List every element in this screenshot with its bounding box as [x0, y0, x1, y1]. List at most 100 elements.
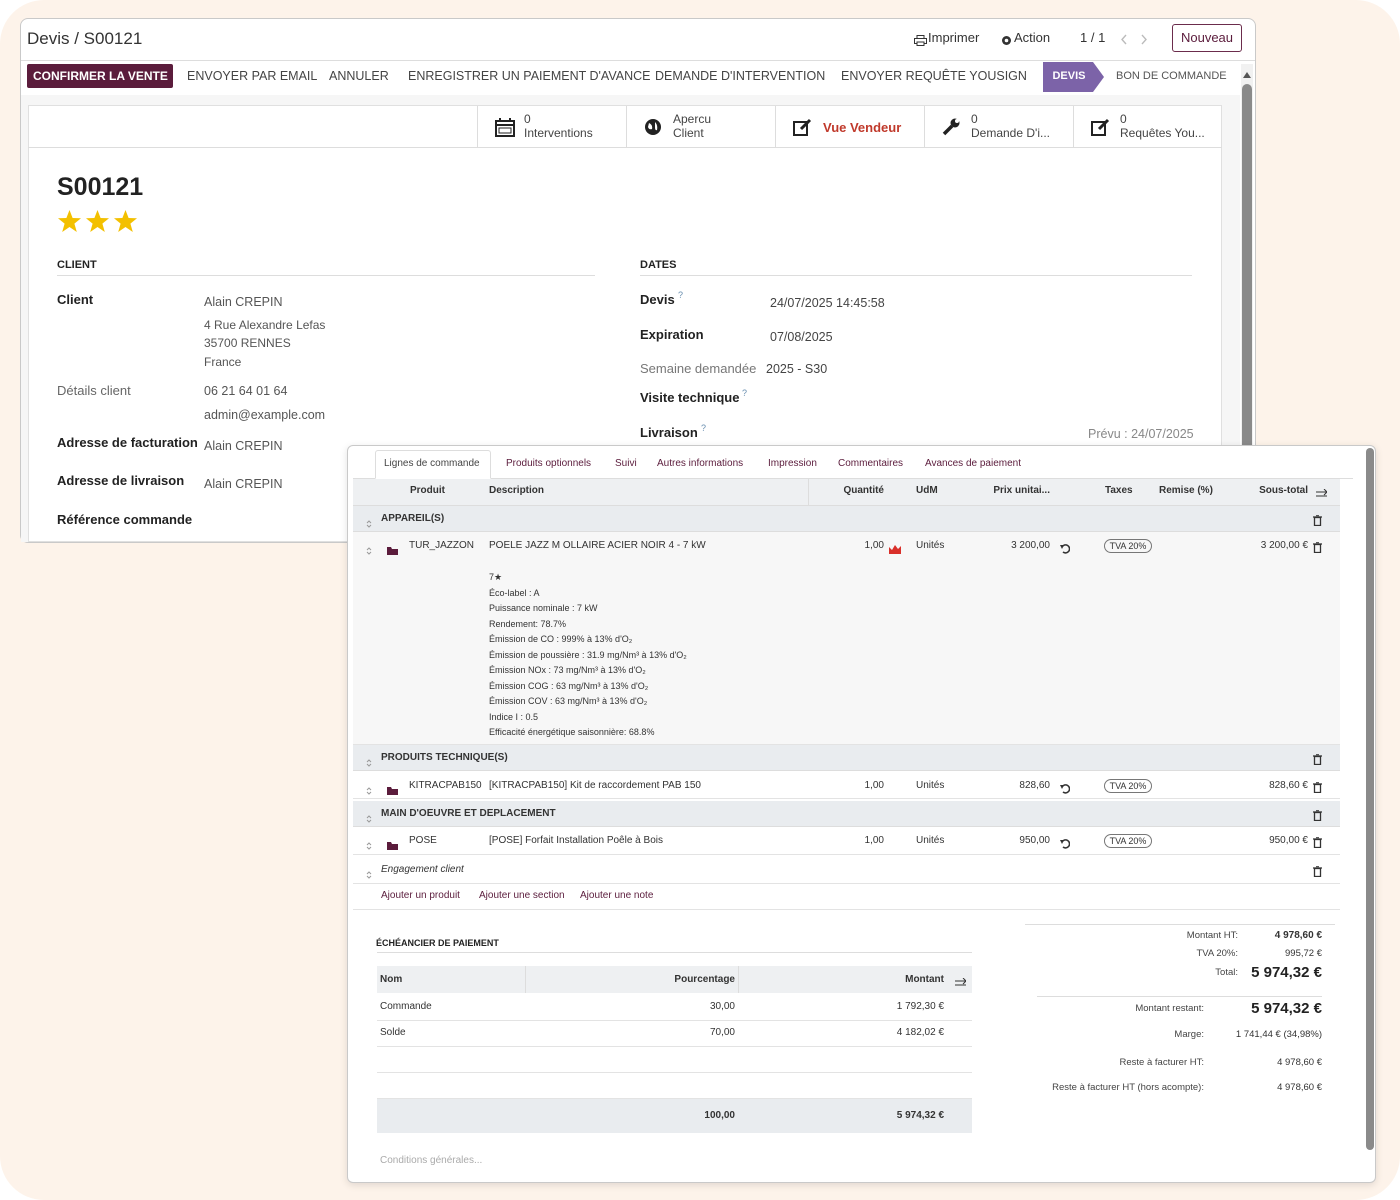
tax-pill — [1104, 834, 1152, 848]
tab[interactable]: Avances de paiement — [925, 458, 1021, 469]
status-step[interactable]: BON DE COMMANDE — [1116, 70, 1227, 82]
total-label: Montant HT: — [1186, 930, 1238, 941]
field-value: France — [204, 355, 242, 369]
action-button[interactable]: CONFIRMER LA VENTE — [33, 69, 168, 83]
total-label: Total: — [1215, 967, 1238, 978]
action-button[interactable]: ENVOYER PAR EMAIL — [187, 69, 318, 83]
column-header: Sous-total — [1259, 485, 1308, 496]
pager-prev — [1120, 32, 1128, 45]
header-separator — [21, 60, 1255, 61]
schedule-header — [377, 966, 972, 993]
tab[interactable]: Autres informations — [657, 458, 744, 469]
add-row — [353, 884, 1340, 910]
note-row — [353, 856, 1340, 884]
action-button[interactable]: ANNULER — [329, 69, 389, 83]
smart-button[interactable] — [775, 106, 924, 148]
add-line-link[interactable]: Ajouter une note — [580, 890, 654, 901]
section-name: MAIN D'OEUVRE ET DEPLACEMENT — [381, 808, 556, 819]
column-header: Quantité — [843, 485, 884, 496]
help-tooltip: ? — [701, 423, 707, 433]
product: KITRACPAB150 — [409, 780, 482, 791]
tab[interactable]: Commentaires — [838, 458, 904, 469]
schedule-cell: 4 182,02 € — [896, 1027, 944, 1038]
drag-handle — [366, 754, 372, 767]
field-value: Alain CREPIN — [204, 295, 283, 309]
tab[interactable]: Impression — [768, 458, 817, 469]
help-tooltip: ? — [678, 290, 684, 300]
column-header: Taxes — [1105, 485, 1133, 496]
new-button[interactable]: Nouveau — [1180, 30, 1234, 45]
smart-button[interactable] — [924, 106, 1073, 148]
field-label: Adresse de livraison — [57, 473, 185, 488]
uom: Unités — [916, 540, 945, 551]
tab[interactable]: Produits optionnels — [506, 458, 592, 469]
total-label: TVA 20%: — [1196, 948, 1238, 959]
description-line: Indice I : 0.5 — [489, 711, 539, 722]
smart-button[interactable] — [477, 106, 626, 148]
action-button[interactable]: ENREGISTRER UN PAIEMENT D'AVANCE — [408, 69, 651, 83]
row-border — [377, 1046, 972, 1047]
smart-button-label: Vue Vendeur — [823, 120, 902, 135]
record-name: S00121 — [57, 173, 144, 201]
column-divider — [808, 479, 809, 506]
description-line: Émission de CO : 999% à 13% d'O₂ — [489, 634, 633, 644]
smart-button-icon — [1091, 118, 1111, 137]
subtotal: 828,60 € — [1269, 780, 1308, 791]
total-value: 995,72 € — [1285, 948, 1322, 959]
schedule-total: 5 974,32 € — [896, 1110, 944, 1121]
section-row — [353, 745, 1340, 771]
priority-star — [113, 209, 138, 233]
row-border — [377, 1072, 972, 1073]
field-label: Adresse de facturation — [57, 435, 198, 450]
smart-button-label: 0 — [1120, 112, 1127, 126]
description-line: Éco-label : A — [489, 587, 540, 598]
product: POSE — [409, 835, 437, 846]
field-label: Expiration — [640, 327, 704, 342]
active-tab[interactable] — [375, 450, 491, 479]
confirm-button-bg[interactable] — [27, 64, 173, 88]
price-reset-icon — [1060, 781, 1071, 794]
column-header: Description — [489, 485, 545, 496]
pager: 1 / 1 — [1080, 30, 1106, 45]
group-title: CLIENT — [57, 259, 97, 271]
smart-button-label: Demande D'i... — [971, 126, 1050, 140]
tab[interactable]: Suivi — [615, 458, 637, 469]
section-row — [353, 506, 1340, 532]
priority-star — [57, 209, 82, 233]
quantity: 1,00 — [864, 780, 884, 791]
print-button[interactable]: Imprimer — [928, 30, 980, 45]
field-label: Devis — [640, 292, 675, 307]
smart-button-label: Apercu — [673, 112, 712, 126]
column-settings — [1316, 486, 1328, 497]
tab-bar-rule — [353, 478, 1353, 479]
action-button[interactable]: Action — [1014, 30, 1051, 45]
quantity: 1,00 — [864, 540, 884, 551]
field-label: Visite technique — [640, 390, 740, 405]
scroll-up — [1242, 66, 1252, 78]
order-line-row — [353, 827, 1340, 855]
description-line: [KITRACPAB150] Kit de raccordement PAB 1… — [489, 780, 701, 791]
drag-handle — [366, 542, 372, 555]
add-line-link[interactable]: Ajouter un produit — [381, 890, 460, 901]
description-line: Émission COV : 63 mg/Nm³ à 13% d'O₂ — [489, 696, 648, 706]
trash-icon — [1313, 752, 1322, 766]
field-label: Semaine demandée — [640, 361, 757, 376]
action-button[interactable]: ENVOYER REQUÊTE YOUSIGN — [841, 69, 1027, 83]
smart-button[interactable] — [626, 106, 775, 148]
add-line-link[interactable]: Ajouter une section — [479, 890, 565, 901]
trash-icon — [1313, 540, 1322, 554]
schedule-cell: Solde — [380, 1027, 406, 1038]
scrollbar-thumb — [1366, 448, 1374, 1150]
tab[interactable]: Lignes de commande — [384, 458, 480, 469]
smart-button[interactable] — [1073, 106, 1222, 148]
total-value: 4 978,60 € — [1277, 1082, 1322, 1093]
new-button-frame[interactable] — [1172, 24, 1242, 52]
action-button[interactable]: DEMANDE D'INTERVENTION — [655, 69, 826, 83]
trash-icon — [1313, 513, 1322, 527]
priority-star — [85, 209, 110, 233]
status-devis-bg — [1043, 62, 1093, 92]
field-value: 07/08/2025 — [770, 330, 833, 344]
field-label: Livraison — [640, 425, 698, 440]
smart-button-label: 0 — [971, 112, 978, 126]
schedule-cell: 70,00 — [709, 1027, 735, 1038]
